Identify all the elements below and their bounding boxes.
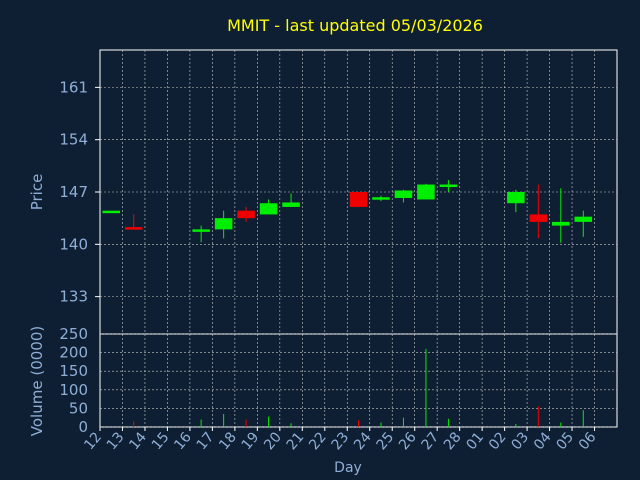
x-tick-label: 03 — [508, 429, 532, 453]
candle-body — [214, 218, 233, 230]
x-tick-label: 14 — [126, 429, 150, 453]
x-tick-label: 25 — [374, 429, 398, 453]
day-axis-label: Day — [334, 460, 362, 476]
candle-body — [529, 214, 548, 222]
candle-body — [192, 229, 210, 232]
x-tick-label: 20 — [261, 429, 285, 453]
x-tick-label: 21 — [284, 429, 308, 453]
x-tick-label: 17 — [194, 429, 218, 453]
price-axis-label: Price — [28, 174, 46, 211]
candle-body — [439, 184, 458, 188]
x-tick-label: 06 — [576, 429, 600, 453]
candle-body — [552, 221, 570, 226]
price-tick-label: 147 — [59, 183, 88, 201]
price-tick-label: 161 — [59, 78, 88, 96]
chart-title: MMIT - last updated 05/03/2026 — [227, 16, 483, 35]
candle-body — [282, 202, 300, 207]
volume-tick-label: 0 — [78, 418, 88, 436]
x-tick-label: 24 — [351, 429, 375, 453]
volume-axis-label: Volume (0000) — [28, 326, 46, 436]
price-tick-label: 140 — [59, 235, 88, 253]
x-tick-label: 02 — [486, 429, 510, 453]
x-tick-label: 22 — [306, 429, 330, 453]
x-tick-label: 04 — [531, 429, 555, 453]
volume-tick-label: 100 — [59, 381, 88, 399]
candle-body — [507, 192, 525, 204]
volume-frame — [99, 333, 618, 428]
candle-body — [124, 227, 143, 230]
x-tick-label: 01 — [463, 429, 487, 453]
candle-body — [394, 190, 413, 198]
x-tick-label: 16 — [171, 429, 195, 453]
volume-tick-label: 250 — [59, 325, 88, 343]
price-tick-label: 154 — [59, 131, 88, 149]
candle-body — [372, 197, 390, 200]
x-tick-label: 26 — [396, 429, 420, 453]
x-tick-label: 05 — [553, 429, 577, 453]
candle-body — [417, 184, 435, 200]
x-tick-label: 19 — [239, 429, 263, 453]
x-tick-label: 15 — [149, 429, 173, 453]
candle-body — [237, 210, 255, 219]
x-tick-label: 13 — [104, 429, 128, 453]
x-tick-label: 23 — [329, 429, 353, 453]
x-tick-label: 18 — [216, 429, 240, 453]
volume-tick-label: 150 — [59, 362, 88, 380]
candle-body — [574, 216, 593, 222]
price-tick-label: 133 — [59, 288, 88, 306]
volume-tick-label: 50 — [69, 399, 88, 417]
price-panel: 133 140 147 154 161 — [59, 49, 618, 335]
x-tick-label: 28 — [441, 429, 465, 453]
x-axis: 1213141516171819202122232425262728010203… — [81, 427, 600, 453]
candle-body — [259, 203, 278, 215]
candle-body — [349, 192, 368, 207]
candle-body — [102, 210, 121, 214]
volume-tick-label: 200 — [59, 344, 88, 362]
x-tick-label: 27 — [419, 429, 443, 453]
